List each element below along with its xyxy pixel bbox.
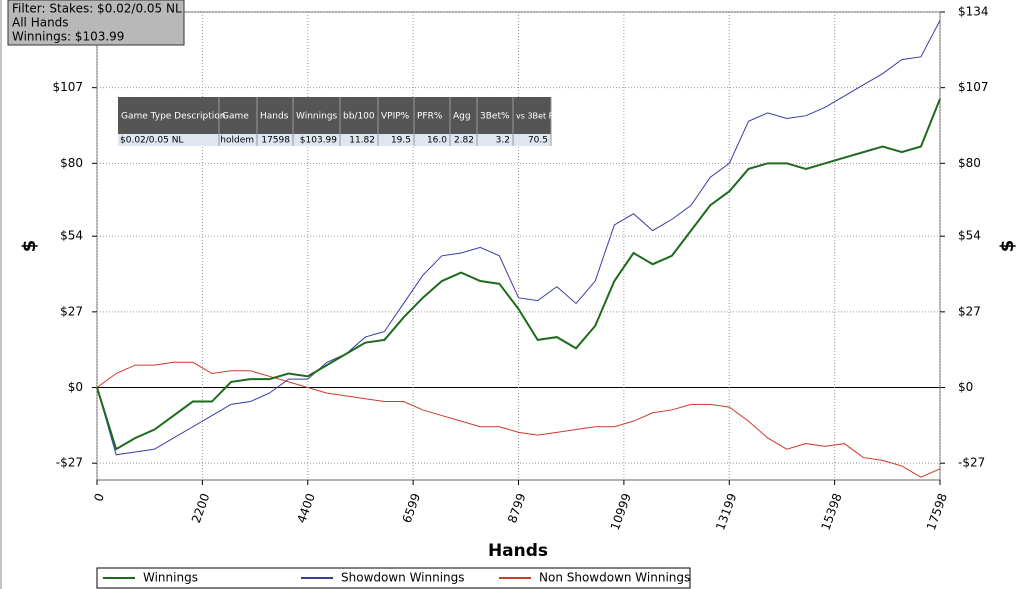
table-cell: 17598 <box>261 136 290 146</box>
y-axis-title: $ <box>19 240 40 253</box>
table-header-bg <box>118 97 551 134</box>
legend <box>96 567 691 589</box>
y-tick-label: $54 <box>60 229 83 243</box>
x-tick-label: 0 <box>91 491 107 503</box>
y2-tick-label: $54 <box>958 229 981 243</box>
table-row-bg <box>118 134 551 146</box>
filter-box <box>7 0 185 46</box>
legend-label: Showdown Winnings <box>341 571 465 585</box>
table-cell: 19.5 <box>391 136 411 146</box>
y-tick-label: $80 <box>60 156 83 170</box>
y-tick-label: $107 <box>52 80 83 94</box>
series-line <box>96 98 941 451</box>
y2-tick-label: $80 <box>958 156 981 170</box>
legend-label: Winnings <box>143 571 198 585</box>
table-cell: 2.82 <box>454 136 474 146</box>
y-tick-label: $27 <box>60 304 83 318</box>
table-header: Hands <box>260 112 289 122</box>
table-cell: $0.02/0.05 NL <box>120 136 183 146</box>
y-tick-label: -$27 <box>56 456 83 470</box>
table-header: Game Type Description <box>121 112 225 122</box>
table-header: Agg <box>453 112 471 122</box>
table-cell: 70.5 <box>528 136 548 146</box>
y2-tick-label: -$27 <box>958 456 985 470</box>
table-header: Game <box>222 112 249 122</box>
filter-text: Winnings: $103.99 <box>12 30 124 44</box>
table-header: bb/100 <box>343 112 375 122</box>
table-cell: 11.82 <box>349 136 375 146</box>
y2-tick-label: $27 <box>958 304 981 318</box>
series-line <box>96 361 941 478</box>
x-axis-title: Hands <box>488 541 548 561</box>
y2-tick-label: $0 <box>958 380 973 394</box>
table-cell: $103.99 <box>300 136 337 146</box>
table-header: Winnings <box>296 112 338 122</box>
table-cell: 3.2 <box>496 136 510 146</box>
table-header: vs 3Bet Fold% <box>516 112 573 121</box>
filter-text: All Hands <box>12 16 69 30</box>
y-tick-label: $0 <box>68 380 83 394</box>
table-header: 3Bet% <box>480 112 510 122</box>
series-line <box>96 20 941 456</box>
table-header: VPIP% <box>381 112 410 122</box>
y2-tick-label: $107 <box>958 80 989 94</box>
table-cell: holdem <box>220 136 254 146</box>
legend-label: Non Showdown Winnings <box>539 571 690 585</box>
y2-tick-label: $134 <box>958 5 989 19</box>
y-axis-title-right: $ <box>997 240 1018 253</box>
table-header: PFR% <box>417 112 443 122</box>
table-cell: 16.0 <box>427 136 447 146</box>
filter-text: Filter: Stakes: $0.02/0.05 NL <box>12 2 182 16</box>
